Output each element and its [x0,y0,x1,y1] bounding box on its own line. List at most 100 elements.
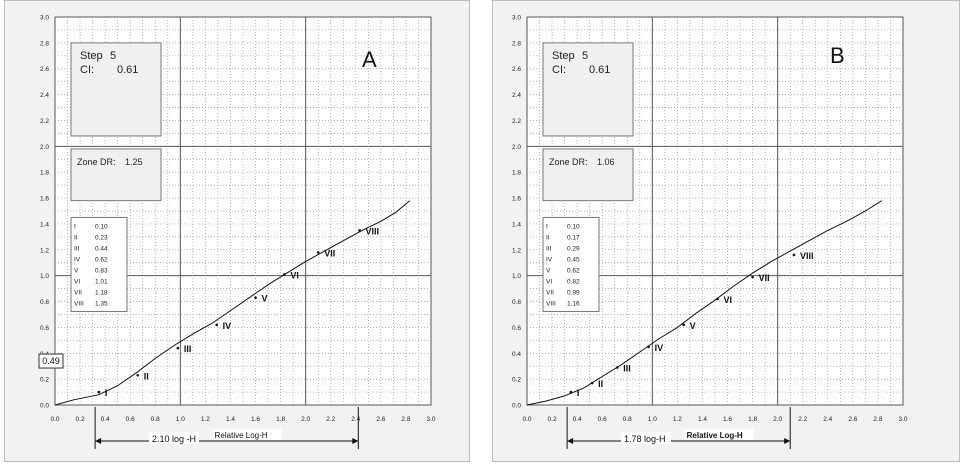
y-tick-label: 1.8 [512,170,521,177]
y-tick-label: 2.8 [40,40,49,47]
step-box [70,42,162,137]
y-tick-label: 2.0 [512,144,521,151]
y-tick-label: 2.4 [40,92,49,99]
x-axis-title: Relative Log-H [687,431,743,440]
y-tick-label: 0.0 [512,403,521,410]
zone-table-name: II [74,234,78,241]
y-tick-label: 1.2 [512,247,521,254]
zone-label: V [690,321,696,331]
zone-label: VI [290,270,299,280]
y-tick-label: 1.8 [40,170,49,177]
zone-label: IV [223,321,232,331]
zone-table-name: VI [74,278,80,285]
zone-table-name: I [74,223,76,230]
x-tick-label: 0.6 [126,416,135,423]
zone-table-name: VIII [546,300,556,307]
zone-label: V [262,294,268,304]
zone-point [316,251,320,254]
zone-table-value: 0.99 [567,289,580,296]
cursor-readout-box [38,353,64,369]
x-tick-label: 1.8 [748,416,757,423]
step-value: 5 [110,50,116,62]
x-tick-label: 2.4 [351,416,360,423]
zone-table-value: 0.82 [567,278,580,285]
zone-point [569,390,573,394]
range-label: 2.10 log -H [152,434,196,444]
x-tick-label: 0.4 [573,416,582,423]
y-tick-label: 2.4 [512,92,521,99]
x-tick-label: 2.0 [773,416,782,423]
chart-panel-b: 0.0 0.2 0.4 0.6 0.8 1.0 1.2 1.4 1.6 1.8 2.0 2.2 2.4 2… [492,0,960,462]
cursor-readout-value: 0.49 [42,356,60,366]
zone-table-name: VII [74,289,82,296]
zone-table-value: 0.62 [567,267,580,274]
y-tick-label: 2.2 [40,118,49,125]
zone-table [70,216,128,312]
zone-point [615,366,619,369]
x-tick-label: 0.0 [522,416,531,423]
zone-table-name: V [546,267,551,274]
y-tick-label: 0.6 [512,325,521,332]
zone-table-name: IV [74,256,81,263]
zone-point [716,297,719,301]
panel-letter: A [362,47,377,72]
y-tick-label: 2.0 [40,144,49,151]
y-tick-label: 2.6 [512,66,521,73]
zone-point [792,253,796,257]
zone-label: VI [724,295,733,305]
x-tick-label: 2.4 [823,416,832,423]
x-tick-label: 0.6 [598,416,607,423]
zone-label: II [598,379,603,389]
x-tick-label: 1.4 [698,416,707,423]
step-label: Step [552,50,575,62]
y-tick-label: 2.2 [512,118,521,125]
y-tick-label: 1.0 [512,273,521,280]
x-tick-label: 2.2 [326,416,335,423]
zone-table-value: 1.16 [567,300,580,307]
x-tick-label: 2.8 [873,416,882,423]
zone-label: VIII [366,226,380,236]
zone-table-value: 0.10 [95,223,108,230]
zone-table-name: V [74,267,79,274]
ci-value: 0.61 [589,64,610,76]
y-tick-label: 3.0 [40,15,49,22]
x-tick-label: 0.2 [548,416,557,423]
zone-dr-label: Zone DR: [77,157,116,167]
x-tick-label: 2.6 [376,416,385,423]
y-tick-label: 0.0 [40,403,49,410]
zone-table-value: 0.29 [567,245,580,252]
x-axis-title-bg [211,429,282,440]
x-axis-title: Relative Log-H [215,431,268,440]
zone-table-value: 0.10 [567,223,580,230]
zone-point [215,323,218,327]
x-tick-label: 1.2 [201,416,210,423]
y-tick-label: 1.6 [40,196,49,203]
y-tick-label: 1.2 [40,247,49,254]
x-tick-label: 1.4 [226,416,235,423]
zone-table-value: 1.35 [95,300,108,307]
zone-label: I [105,388,108,398]
y-tick-label: 1.6 [512,196,521,203]
range-arrow-left [567,438,574,444]
zone-table-name: IV [546,256,553,263]
x-tick-label: 1.2 [673,416,682,423]
x-tick-label: 0.2 [76,416,85,423]
zone-table-name: VIII [74,300,84,307]
zone-label: III [184,344,192,354]
y-tick-label: 1.0 [40,273,49,280]
curve-line [526,200,882,406]
zone-dr-box [70,148,162,202]
zone-table-value: 0.83 [95,267,108,274]
range-arrow-right [784,438,791,444]
zone-point [136,373,140,377]
zone-table-value: 0.44 [95,245,108,252]
ci-label: CI: [80,64,94,76]
step-label: Step [80,50,103,62]
y-tick-label: 1.4 [40,221,49,228]
zone-table-name: I [546,223,548,230]
x-tick-label: 1.6 [723,416,732,423]
zone-label: II [144,371,149,381]
y-tick-label: 0.8 [512,299,521,306]
zone-table-value: 0.23 [95,234,108,241]
x-tick-label: 1.6 [251,416,260,423]
